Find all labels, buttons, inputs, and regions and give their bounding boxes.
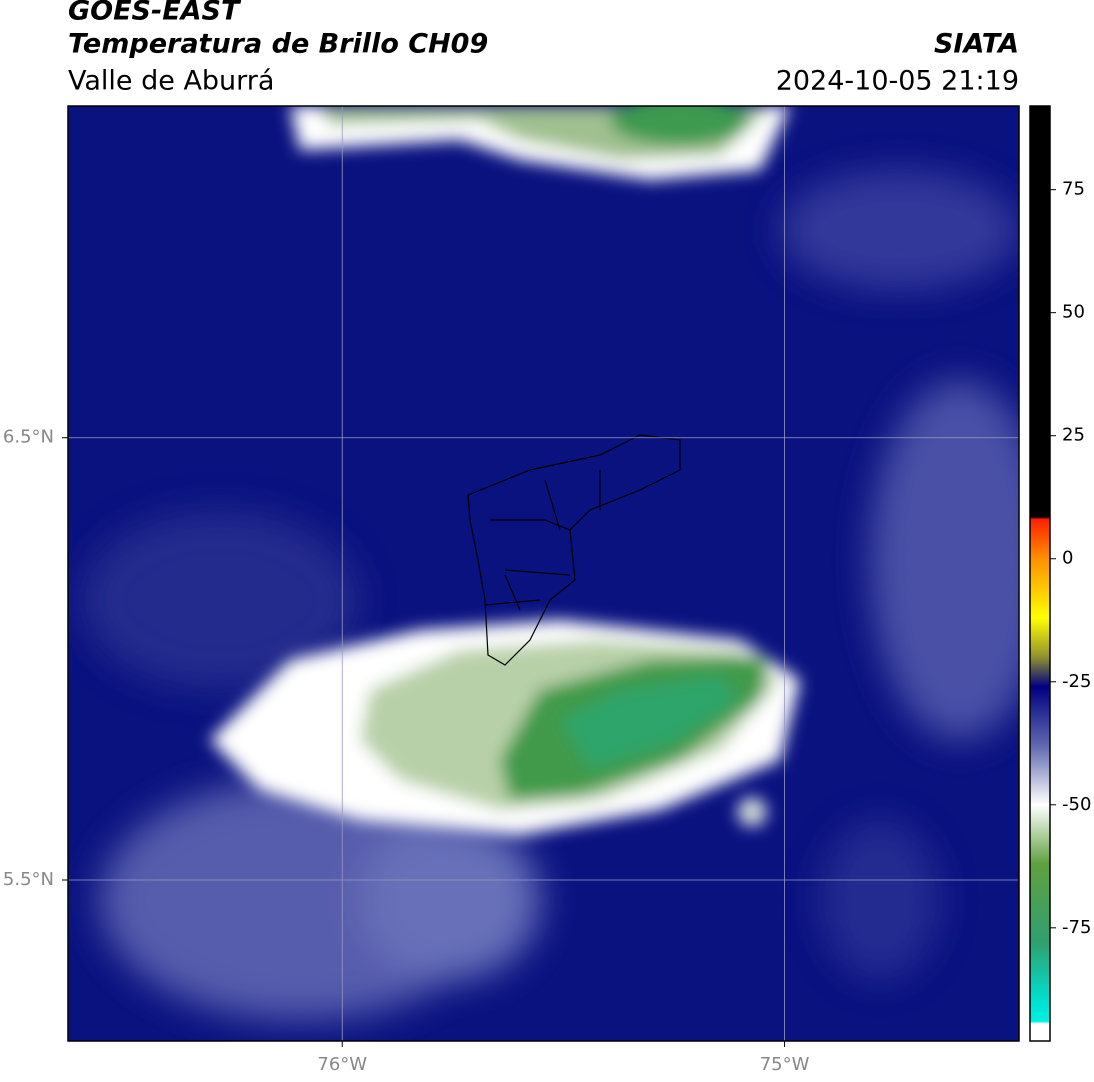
y-tick-label: 5.5°N [3, 869, 54, 890]
colorbar-tick-label: 25 [1062, 425, 1085, 446]
y-tick-label: 6.5°N [3, 427, 54, 448]
colorbar-tick-label: 75 [1062, 179, 1085, 200]
colorbar-tick-label: 50 [1062, 302, 1085, 323]
region: Valle de Aburrá [68, 66, 274, 97]
title: GOES-EAST [68, 0, 242, 27]
colorbar-tick-label: 0 [1062, 548, 1073, 569]
satellite-image [68, 106, 1019, 1041]
source: SIATA [934, 29, 1019, 60]
colorbar-tick-label: -50 [1062, 794, 1091, 815]
x-tick-label: 76°W [317, 1054, 367, 1075]
map-frame [67, 105, 1020, 1042]
subtitle: Temperatura de Brillo CH09 [68, 29, 488, 60]
datetime: 2024-10-05 21:19 [776, 66, 1019, 97]
x-tick-label: 75°W [760, 1054, 810, 1075]
colorbar [1029, 105, 1051, 1042]
colorbar-tick-label: -25 [1062, 671, 1091, 692]
colorbar-tick-label: -75 [1062, 917, 1091, 938]
municipal-boundaries [467, 434, 681, 666]
